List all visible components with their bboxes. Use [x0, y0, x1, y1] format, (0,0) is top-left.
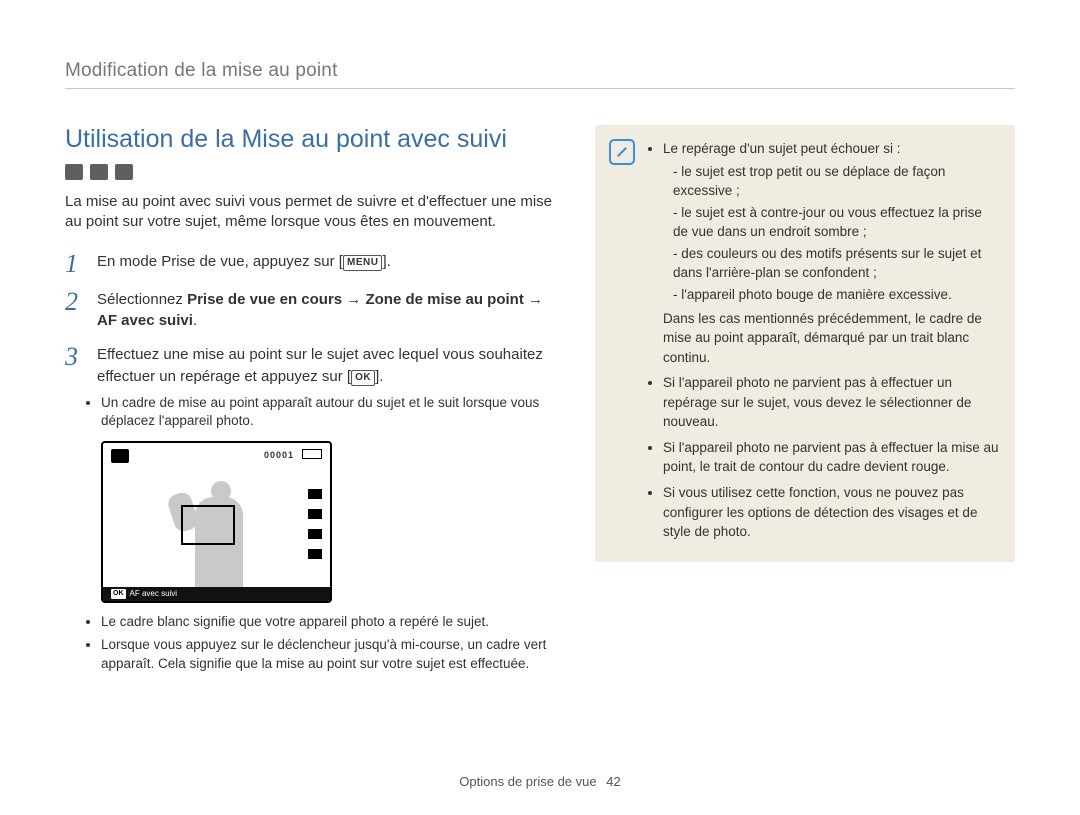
note-icon — [609, 139, 635, 165]
lcd-side-icons — [308, 489, 322, 559]
camera-p-icon — [65, 164, 83, 180]
note-item: Si l'appareil photo ne parvient pas à ef… — [663, 373, 999, 432]
step-number: 3 — [65, 344, 85, 388]
step-number: 2 — [65, 289, 85, 333]
lcd-side-icon — [308, 549, 322, 559]
step-number: 1 — [65, 251, 85, 277]
step-text: Effectuez une mise au point sur le sujet… — [97, 346, 543, 385]
step-text-post: . — [193, 312, 197, 329]
ok-button-icon: OK — [351, 370, 375, 387]
note-item: Si l'appareil photo ne parvient pas à ef… — [663, 438, 999, 477]
lcd-mode-icon — [111, 449, 129, 463]
breadcrumb: Modification de la mise au point — [65, 60, 1015, 82]
battery-icon — [302, 449, 322, 459]
note-sub-item: le sujet est à contre-jour ou vous effec… — [673, 203, 999, 242]
divider — [65, 88, 1015, 89]
note-intro: Le repérage d'un sujet peut échouer si : — [663, 141, 901, 156]
footer-page-number: 42 — [606, 774, 620, 789]
focus-frame — [181, 505, 235, 545]
step-body: En mode Prise de vue, appuyez sur [MENU]… — [97, 251, 565, 277]
lcd-side-icon — [308, 509, 322, 519]
ok-mini-icon: OK — [111, 589, 126, 599]
lcd-counter: 00001 — [264, 449, 294, 462]
footer-section: Options de prise de vue — [459, 774, 596, 789]
lcd-footer: OK AF avec suivi — [103, 587, 330, 601]
step-body: Sélectionnez Prise de vue en cours → Zon… — [97, 289, 565, 333]
step-text-after: ]. — [375, 368, 383, 385]
menu-button-icon: MENU — [343, 255, 382, 272]
note-box: Le repérage d'un sujet peut échouer si :… — [595, 125, 1015, 562]
sub-bullet: Un cadre de mise au point apparaît autou… — [101, 394, 565, 432]
camera-lcd-preview: 00001 OK AF avec suiv — [101, 441, 332, 603]
page-footer: Options de prise de vue 42 — [0, 774, 1080, 789]
note-sub-item: l'appareil photo bouge de manière excess… — [673, 285, 999, 305]
lcd-side-icon — [308, 489, 322, 499]
step-text-after: ]. — [382, 253, 390, 270]
section-title: Utilisation de la Mise au point avec sui… — [65, 125, 565, 154]
steps-list: 1 En mode Prise de vue, appuyez sur [MEN… — [65, 251, 565, 674]
step-text: En mode Prise de vue, appuyez sur [ — [97, 253, 343, 270]
step-1: 1 En mode Prise de vue, appuyez sur [MEN… — [65, 251, 565, 277]
note-sublist: le sujet est trop petit ou se déplace de… — [663, 162, 999, 305]
note-item: Si vous utilisez cette fonction, vous ne… — [663, 483, 999, 542]
left-column: Utilisation de la Mise au point avec sui… — [65, 125, 565, 686]
note-sub-item: le sujet est trop petit ou se déplace de… — [673, 162, 999, 201]
step-3: 3 Effectuez une mise au point sur le suj… — [65, 344, 565, 674]
step-sub-bullets: Un cadre de mise au point apparaît autou… — [65, 394, 565, 432]
step-body: Effectuez une mise au point sur le sujet… — [97, 344, 565, 388]
step-post-bullets: Le cadre blanc signifie que votre appare… — [65, 613, 565, 674]
right-column: Le repérage d'un sujet peut échouer si :… — [595, 125, 1015, 686]
dis-icon — [90, 164, 108, 180]
scene-icon — [115, 164, 133, 180]
step-2: 2 Sélectionnez Prise de vue en cours → Z… — [65, 289, 565, 333]
lcd-side-icon — [308, 529, 322, 539]
post-bullet: Le cadre blanc signifie que votre appare… — [101, 613, 565, 632]
note-list: Le repérage d'un sujet peut échouer si :… — [647, 139, 999, 542]
step-text-pre: Sélectionnez — [97, 291, 187, 308]
mode-icons-row — [65, 164, 565, 180]
note-item: Le repérage d'un sujet peut échouer si :… — [663, 139, 999, 367]
intro-text: La mise au point avec suivi vous permet … — [65, 192, 565, 233]
post-bullet: Lorsque vous appuyez sur le déclencheur … — [101, 636, 565, 674]
note-fail-summary: Dans les cas mentionnés précédemment, le… — [663, 309, 999, 368]
lcd-footer-text: AF avec suivi — [130, 588, 178, 600]
note-sub-item: des couleurs ou des motifs présents sur … — [673, 244, 999, 283]
